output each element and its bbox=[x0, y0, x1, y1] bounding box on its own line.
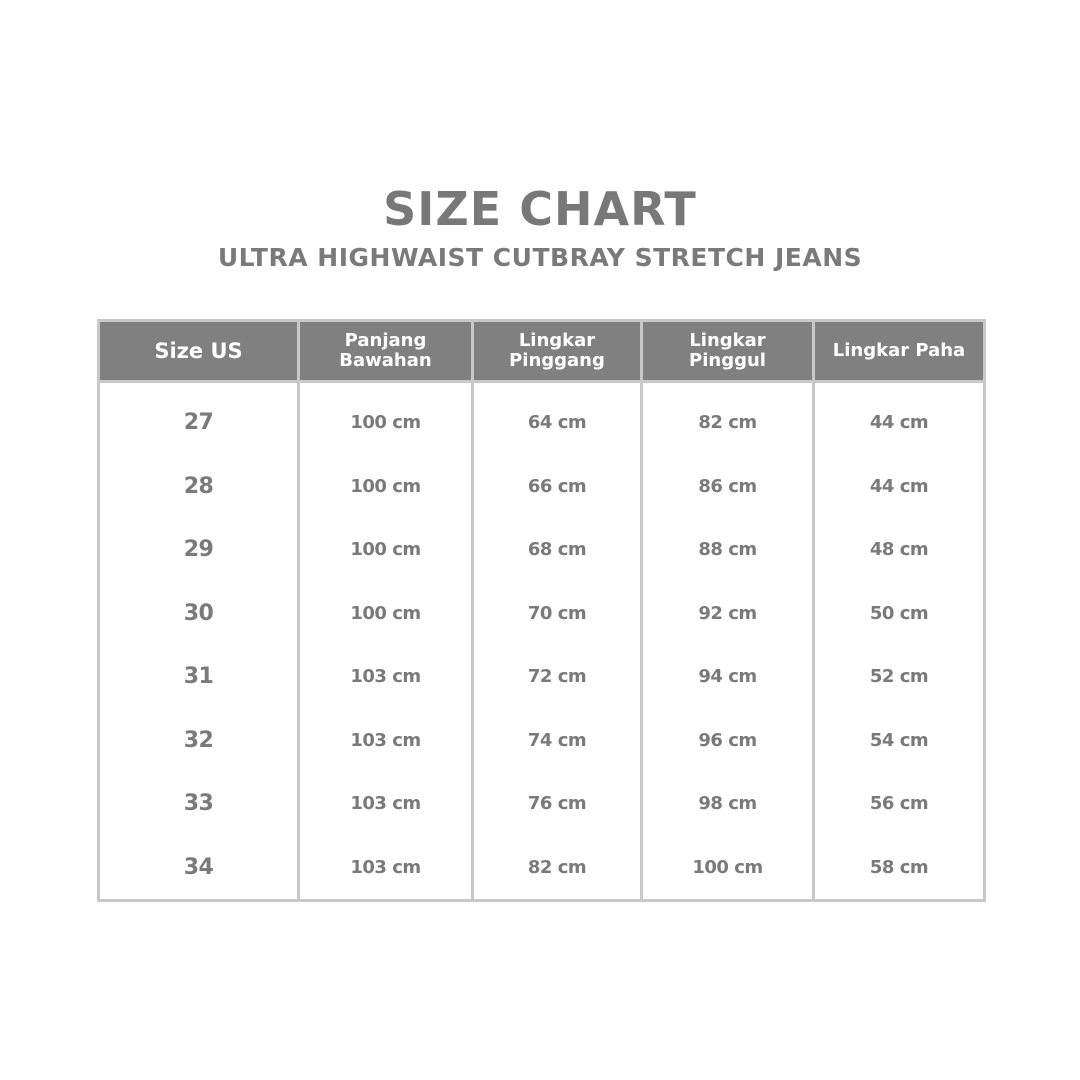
measurement-cell: 68 cm bbox=[471, 518, 643, 582]
table-row: 33 103 cm 76 cm 98 cm 56 cm bbox=[97, 772, 986, 836]
measurement-cell: 100 cm bbox=[297, 518, 474, 582]
measurement-cell: 44 cm bbox=[812, 454, 986, 518]
measurement-cell: 100 cm bbox=[297, 381, 474, 455]
table-row: 30 100 cm 70 cm 92 cm 50 cm bbox=[97, 581, 986, 645]
table-row: 32 103 cm 74 cm 96 cm 54 cm bbox=[97, 708, 986, 772]
measurement-cell: 92 cm bbox=[640, 581, 815, 645]
column-header-lingkar-paha: Lingkar Paha bbox=[812, 319, 986, 383]
measurement-cell: 82 cm bbox=[471, 835, 643, 901]
column-header-size-us: Size US bbox=[97, 319, 300, 383]
table-row: 31 103 cm 72 cm 94 cm 52 cm bbox=[97, 645, 986, 709]
measurement-cell: 98 cm bbox=[640, 772, 815, 836]
table-header-row: Size US Panjang Bawahan Lingkar Pinggang… bbox=[97, 319, 986, 383]
measurement-cell: 86 cm bbox=[640, 454, 815, 518]
table-row: 27 100 cm 64 cm 82 cm 44 cm bbox=[97, 381, 986, 455]
page-title: SIZE CHART bbox=[383, 182, 697, 236]
page-subtitle: ULTRA HIGHWAIST CUTBRAY STRETCH JEANS bbox=[217, 243, 863, 272]
measurement-cell: 103 cm bbox=[297, 645, 474, 709]
column-header-lingkar-pinggang: Lingkar Pinggang bbox=[471, 319, 643, 383]
measurement-cell: 50 cm bbox=[812, 581, 986, 645]
size-cell: 30 bbox=[97, 581, 300, 645]
size-cell: 28 bbox=[97, 454, 300, 518]
measurement-cell: 44 cm bbox=[812, 381, 986, 455]
measurement-cell: 103 cm bbox=[297, 708, 474, 772]
measurement-cell: 103 cm bbox=[297, 772, 474, 836]
measurement-cell: 103 cm bbox=[297, 835, 474, 901]
measurement-cell: 52 cm bbox=[812, 645, 986, 709]
measurement-cell: 76 cm bbox=[471, 772, 643, 836]
measurement-cell: 48 cm bbox=[812, 518, 986, 582]
size-cell: 33 bbox=[97, 772, 300, 836]
measurement-cell: 100 cm bbox=[297, 454, 474, 518]
column-header-lingkar-pinggul: Lingkar Pinggul bbox=[640, 319, 815, 383]
measurement-cell: 56 cm bbox=[812, 772, 986, 836]
measurement-cell: 64 cm bbox=[471, 381, 643, 455]
table-row: 28 100 cm 66 cm 86 cm 44 cm bbox=[97, 454, 986, 518]
measurement-cell: 70 cm bbox=[471, 581, 643, 645]
table-row: 29 100 cm 68 cm 88 cm 48 cm bbox=[97, 518, 986, 582]
size-cell: 31 bbox=[97, 645, 300, 709]
size-cell: 32 bbox=[97, 708, 300, 772]
column-header-panjang-bawahan: Panjang Bawahan bbox=[297, 319, 474, 383]
measurement-cell: 82 cm bbox=[640, 381, 815, 455]
measurement-cell: 74 cm bbox=[471, 708, 643, 772]
size-cell: 34 bbox=[97, 835, 300, 901]
measurement-cell: 100 cm bbox=[640, 835, 815, 901]
measurement-cell: 94 cm bbox=[640, 645, 815, 709]
measurement-cell: 72 cm bbox=[471, 645, 643, 709]
measurement-cell: 66 cm bbox=[471, 454, 643, 518]
measurement-cell: 58 cm bbox=[812, 835, 986, 901]
size-chart-table: Size US Panjang Bawahan Lingkar Pinggang… bbox=[97, 319, 986, 902]
table-row: 34 103 cm 82 cm 100 cm 58 cm bbox=[97, 835, 986, 901]
measurement-cell: 100 cm bbox=[297, 581, 474, 645]
size-cell: 27 bbox=[97, 381, 300, 455]
measurement-cell: 96 cm bbox=[640, 708, 815, 772]
size-cell: 29 bbox=[97, 518, 300, 582]
measurement-cell: 88 cm bbox=[640, 518, 815, 582]
measurement-cell: 54 cm bbox=[812, 708, 986, 772]
